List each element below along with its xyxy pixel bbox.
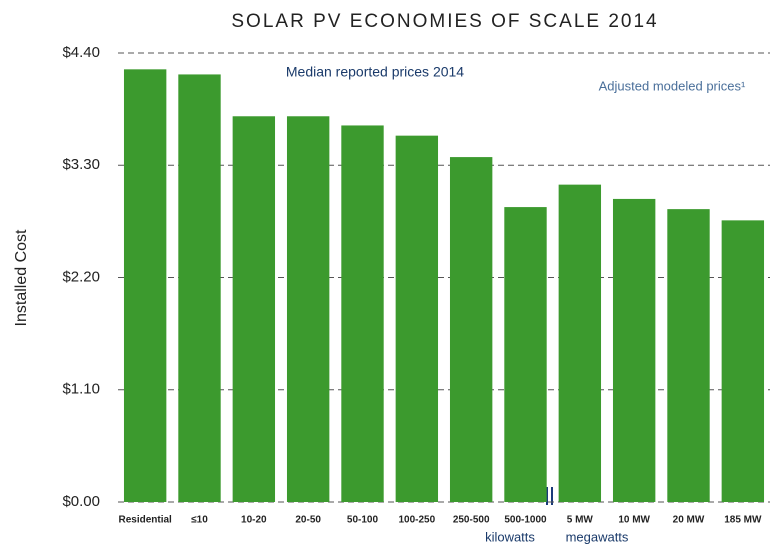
bar [286,116,330,502]
y-tick-label: $3.30 [62,156,100,173]
x-tick-label: 20-50 [295,515,321,526]
x-tick-label: 5 MW [567,515,594,526]
x-tick-label: 500-1000 [504,515,547,526]
bar [123,69,167,502]
bar [178,74,221,503]
x-tick-label: 10-20 [241,515,267,526]
x-tick-label: Residential [118,515,172,526]
y-tick-label: $2.20 [62,268,100,285]
bar [449,157,493,502]
annotation: Median reported prices 2014 [286,64,464,80]
x-tick-label: 100-250 [398,515,435,526]
bar [395,135,439,503]
bar [232,116,276,502]
bar [341,125,384,502]
y-tick-label: $0.00 [62,493,100,510]
y-axis-label: Installed Cost [13,229,30,326]
y-tick-label: $1.10 [62,381,100,398]
x-tick-label: 50-100 [347,515,379,526]
unit-label: kilowatts [485,529,535,544]
bar [667,209,710,502]
x-tick-label: ≤10 [191,515,208,526]
bar [558,184,602,502]
x-tick-label: 20 MW [673,515,705,526]
annotation: Adjusted modeled prices¹ [599,78,746,93]
bar [504,207,547,503]
x-tick-label: 250-500 [453,515,490,526]
x-tick-label: 10 MW [618,515,650,526]
bar [612,198,656,503]
y-tick-label: $4.40 [62,44,100,61]
chart-title: SOLAR PV ECONOMIES OF SCALE 2014 [231,11,658,32]
x-tick-label: 185 MW [724,515,762,526]
unit-label: megawatts [566,529,629,544]
bar [721,220,765,502]
